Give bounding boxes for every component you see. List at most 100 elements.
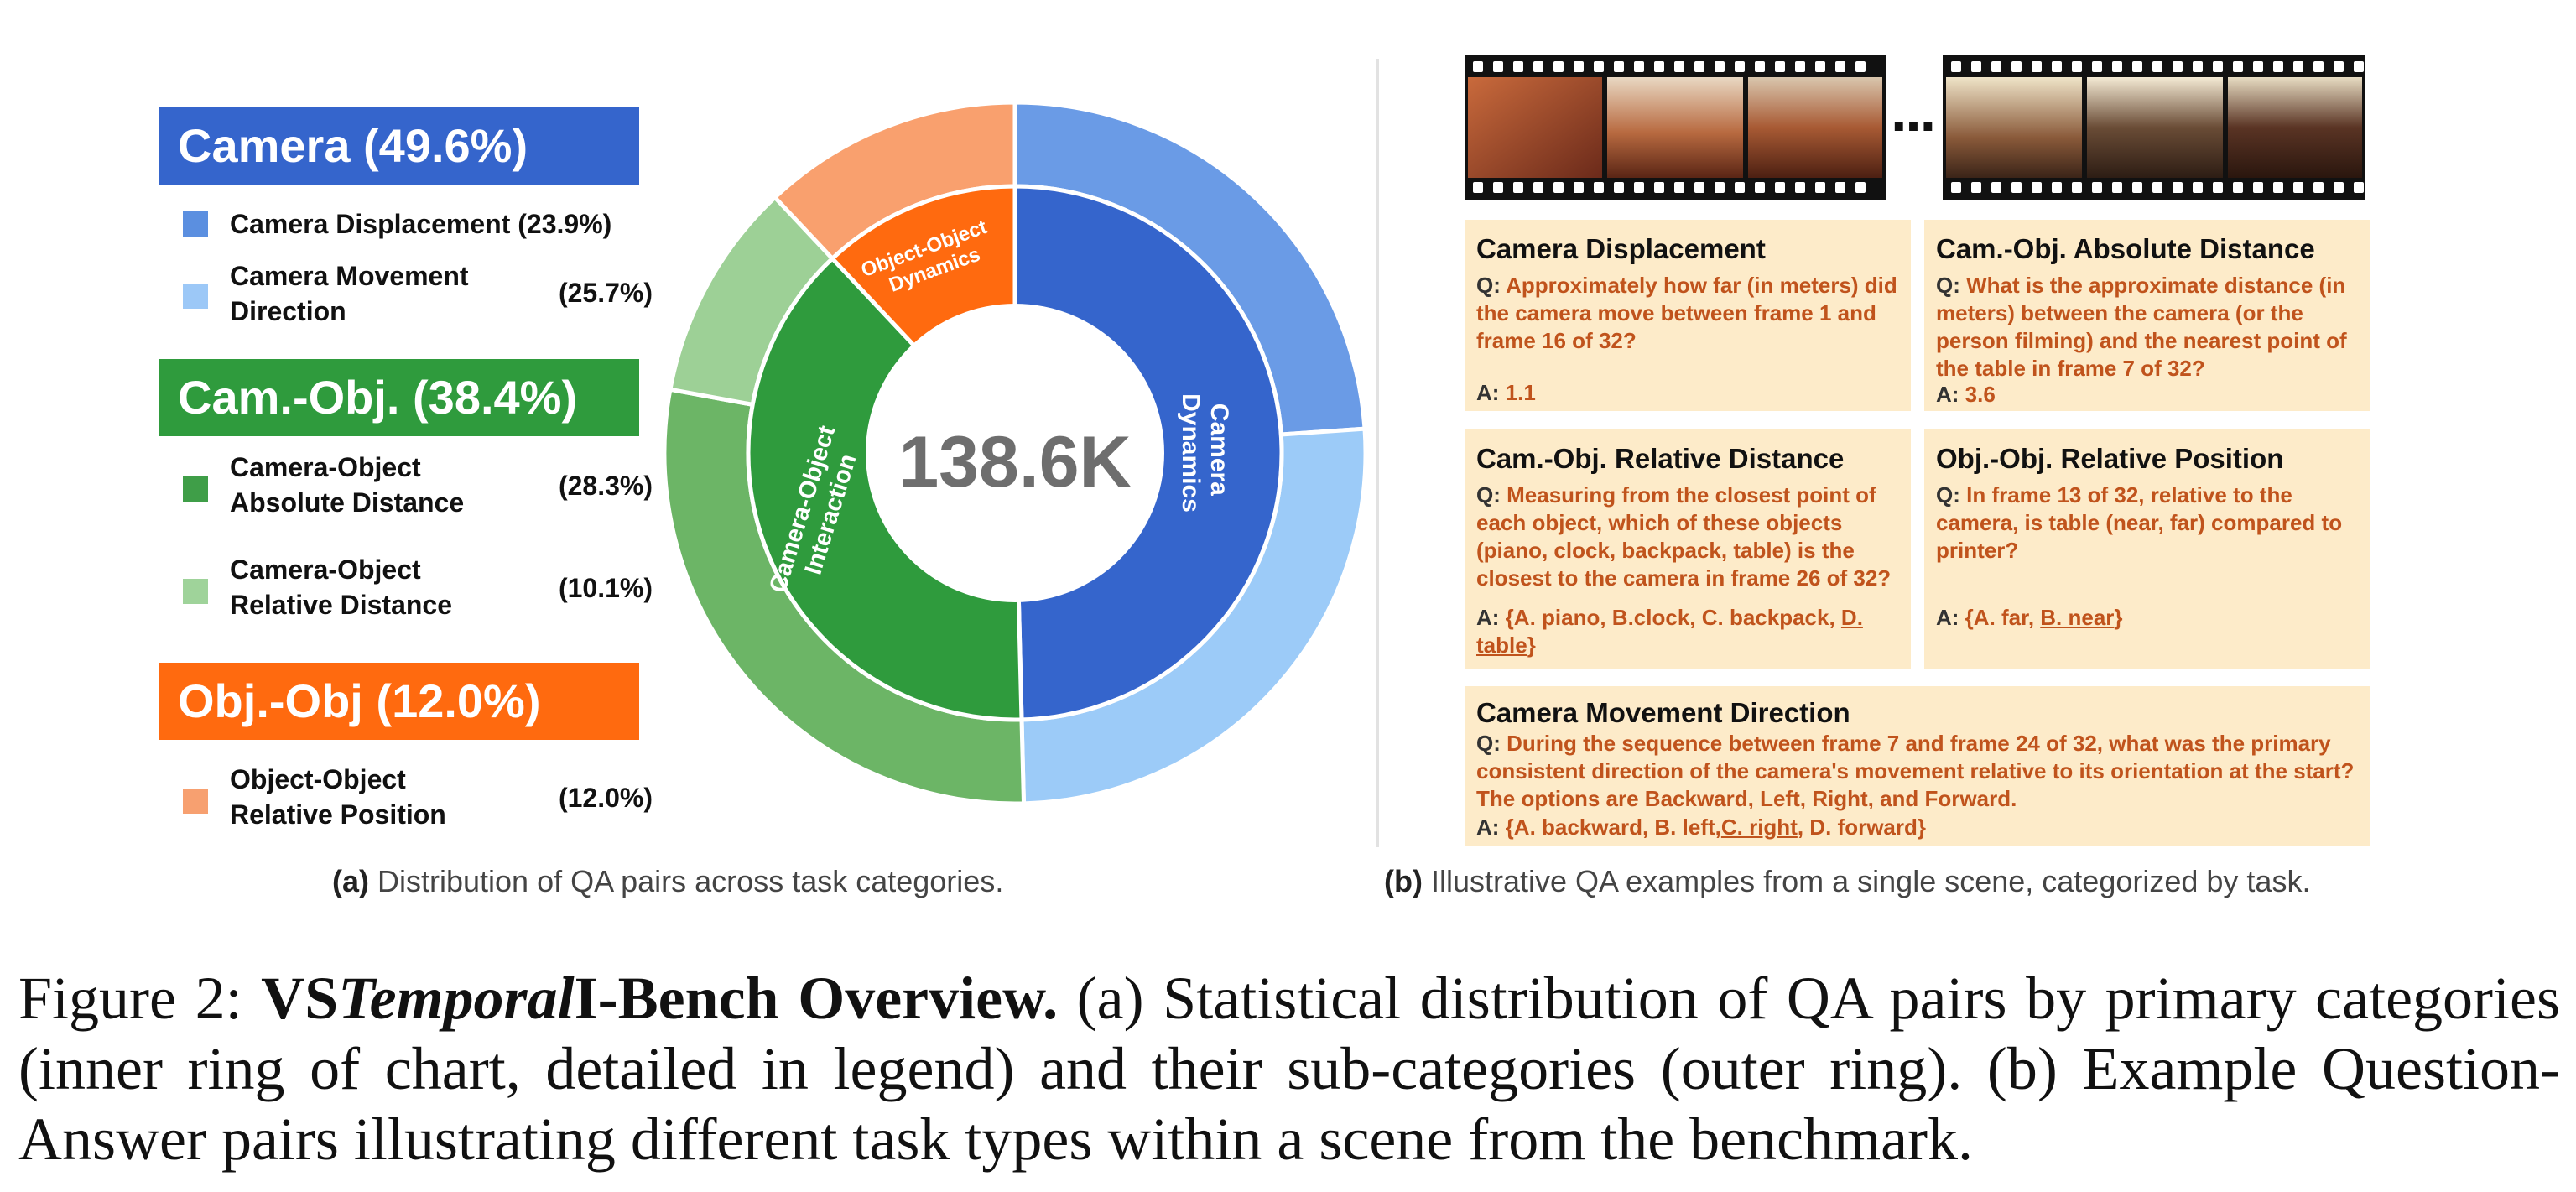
legend-label: Camera-Object Relative Distance	[230, 554, 453, 620]
film-perforation	[1951, 182, 1961, 193]
film-perforation	[2233, 182, 2243, 193]
a-prefix: A:	[1936, 605, 1965, 630]
film-perforation	[1735, 182, 1745, 193]
film-perforation	[1951, 61, 1961, 72]
film-perforation	[1614, 182, 1624, 193]
film-perforation	[2092, 61, 2102, 72]
outer-ring	[663, 100, 1367, 806]
a-text: {A. backward, B. left,	[1505, 815, 1721, 840]
qa-answer: A: {A. far, B. near}	[1936, 604, 2123, 632]
category-obj-obj-header: Obj.-Obj (12.0%)	[159, 663, 639, 740]
film-perforation	[2092, 182, 2102, 193]
qa-question: Q: Measuring from the closest point of e…	[1476, 481, 1899, 592]
qa-card-cam-obj-relative-distance: Cam.-Obj. Relative Distance Q: Measuring…	[1465, 429, 1911, 669]
caption-a: (a) Distribution of QA pairs across task…	[332, 864, 1003, 899]
title-part-italic: Temporal	[338, 965, 575, 1032]
legend-percent: (12.0%)	[558, 783, 653, 813]
a-correct: D. table	[1476, 605, 1863, 658]
q-text: During the sequence between frame 7 and …	[1476, 731, 2355, 811]
a-text: {A. far,	[1965, 605, 2041, 630]
film-perforation	[1614, 61, 1624, 72]
film-perforation	[1553, 61, 1564, 72]
a-prefix: A:	[1476, 380, 1506, 405]
legend-percent: (25.7%)	[558, 278, 653, 308]
title-part-a: VS	[261, 965, 339, 1032]
a-end: }	[2114, 605, 2123, 630]
a-end: , D. forward}	[1797, 815, 1926, 840]
film-perforation	[2293, 61, 2303, 72]
film-strip-left	[1465, 55, 1886, 200]
a-prefix: A:	[1476, 605, 1506, 630]
film-perforation	[1594, 61, 1604, 72]
legend-camera-displacement: Camera Displacement (23.9%)	[183, 206, 653, 242]
figure-label: Figure 2:	[18, 965, 262, 1032]
film-perforation	[2193, 182, 2203, 193]
donut-chart: 138.6K Camera Dynamics Camera-Object Int…	[663, 100, 1367, 806]
film-perforation	[1855, 61, 1866, 72]
panel-divider	[1376, 59, 1379, 847]
film-perforation	[1835, 182, 1845, 193]
film-perforation	[1674, 61, 1684, 72]
figure-caption: Figure 2: VSTemporalI-Bench Overview. (a…	[18, 963, 2560, 1174]
a-text: 1.1	[1505, 380, 1536, 405]
film-perforation	[2334, 61, 2344, 72]
film-perforation	[2334, 182, 2344, 193]
q-prefix: Q:	[1936, 482, 1967, 508]
film-perforation	[1533, 61, 1543, 72]
caption-b: (b) Illustrative QA examples from a sing…	[1384, 864, 2310, 899]
film-perforation	[1654, 61, 1664, 72]
legend-swatch	[183, 211, 208, 237]
film-perforation	[1855, 182, 1866, 193]
qa-answer: A: 1.1	[1476, 379, 1536, 407]
qa-card-cam-obj-absolute-distance: Cam.-Obj. Absolute Distance Q: What is t…	[1924, 220, 2370, 411]
film-perforation	[2173, 182, 2183, 193]
qa-card-camera-displacement: Camera Displacement Q: Approximately how…	[1465, 220, 1911, 411]
donut-hole	[866, 304, 1164, 602]
film-perforation	[1775, 182, 1785, 193]
film-perforation	[1991, 61, 2001, 72]
film-perforation	[2011, 61, 2022, 72]
title-part-b: I-Bench Overview.	[574, 965, 1059, 1032]
legend-object-object-relative-position: Object-Object Relative Position (12.0%)	[183, 762, 653, 832]
legend-label: Object-Object Relative Position	[230, 764, 446, 830]
film-perforation	[2233, 61, 2243, 72]
caption-b-tag: (b)	[1384, 864, 1423, 898]
film-perforation	[2152, 61, 2162, 72]
film-perforation	[2032, 61, 2042, 72]
film-perforation	[2193, 61, 2203, 72]
film-perforation	[1634, 61, 1644, 72]
qa-card-obj-obj-relative-position: Obj.-Obj. Relative Position Q: In frame …	[1924, 429, 2370, 669]
film-perforation	[1755, 182, 1765, 193]
legend-percent: (28.3%)	[558, 471, 653, 501]
inner-label-camera: Camera Dynamics	[1177, 393, 1233, 513]
qa-question: Q: In frame 13 of 32, relative to the ca…	[1936, 481, 2359, 565]
film-perforation	[2313, 182, 2324, 193]
q-prefix: Q:	[1476, 482, 1507, 508]
film-perforation	[1795, 182, 1805, 193]
caption-a-text: Distribution of QA pairs across task cat…	[369, 864, 1004, 898]
film-perforation	[2354, 182, 2364, 193]
film-perforation	[1513, 182, 1523, 193]
legend-swatch	[183, 789, 208, 814]
film-perforation	[1971, 61, 1981, 72]
film-perforation	[1553, 182, 1564, 193]
qa-answer: A: {A. piano, B.clock, C. backpack, D. t…	[1476, 604, 1896, 659]
film-perforation	[1533, 182, 1543, 193]
legend-swatch	[183, 476, 208, 502]
q-prefix: Q:	[1476, 731, 1507, 756]
film-perforation	[1634, 182, 1644, 193]
film-perforation	[2273, 182, 2283, 193]
film-perforation	[1991, 182, 2001, 193]
film-perforation	[2253, 61, 2263, 72]
q-text: In frame 13 of 32, relative to the camer…	[1936, 482, 2343, 563]
film-perforation	[1971, 182, 1981, 193]
q-text: Approximately how far (in meters) did th…	[1476, 273, 1897, 353]
caption-a-tag: (a)	[332, 864, 369, 898]
a-correct: B. near	[2040, 605, 2115, 630]
legend-label: Camera-Object Absolute Distance	[230, 452, 465, 518]
qa-title: Camera Displacement	[1476, 233, 1766, 264]
film-perforation	[2032, 182, 2042, 193]
film-perforation	[2112, 182, 2122, 193]
film-perforation	[2052, 61, 2062, 72]
film-perforation	[2052, 182, 2062, 193]
